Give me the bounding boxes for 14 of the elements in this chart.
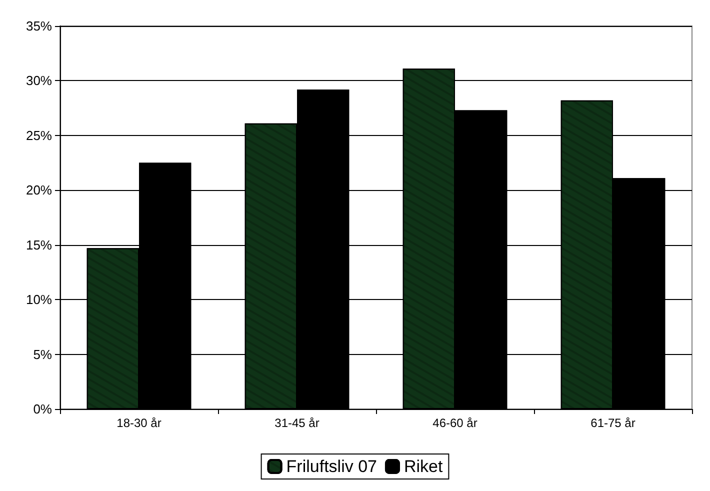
y-tick-label: 35%	[26, 18, 52, 34]
x-tick-label: 61-75 år	[590, 416, 636, 430]
y-tick-label: 10%	[26, 292, 52, 308]
legend-label: Friluftsliv 07	[286, 457, 377, 476]
y-tick-label: 20%	[26, 182, 52, 198]
y-tick-label: 30%	[26, 73, 52, 88]
x-tick-label: 31-45 år	[274, 416, 320, 430]
legend-label: Riket	[404, 457, 443, 476]
y-tick-label: 5%	[33, 346, 52, 362]
y-tick-label: 0%	[33, 402, 52, 416]
y-tick-label: 25%	[26, 128, 52, 143]
y-tick-label: 15%	[26, 237, 52, 252]
x-tick-label: 18-30 år	[116, 416, 162, 430]
x-tick-label: 46-60 år	[432, 416, 478, 430]
